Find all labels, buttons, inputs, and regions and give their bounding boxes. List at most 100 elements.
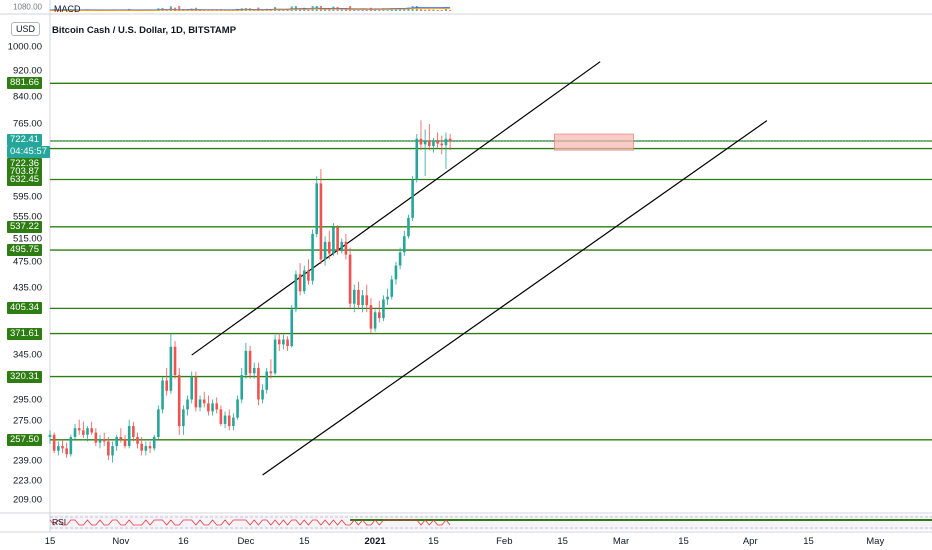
candle-body [240, 375, 244, 400]
candle-body [207, 403, 210, 412]
candle-body [348, 254, 352, 304]
price-tick: 475.00 [12, 256, 42, 268]
time-tick: Dec [237, 536, 255, 547]
resistance-zone-box[interactable] [554, 133, 634, 151]
macd-bar [340, 9, 343, 11]
macd-bar [282, 9, 285, 11]
candle-body [144, 446, 148, 451]
time-tick: 15 [803, 536, 814, 547]
current-price-badge: 04:45:57 [7, 146, 50, 158]
candle-body [323, 241, 327, 260]
macd-bar [307, 9, 310, 11]
candle-body [332, 227, 335, 254]
candle-body [357, 289, 360, 306]
candle-body [382, 299, 385, 319]
resistance-zone [554, 133, 634, 151]
candle-body [77, 428, 81, 431]
macd-bar [428, 9, 431, 11]
candle-body [436, 141, 439, 144]
rsi-band [50, 515, 932, 530]
price-tick: 275.00 [12, 415, 42, 427]
macd-bar [403, 8, 406, 11]
candle-body [215, 403, 219, 410]
candle-body [132, 426, 135, 438]
macd-bar [353, 8, 356, 11]
channel-lower-line[interactable] [262, 120, 768, 476]
macd-bar [432, 9, 435, 11]
price-tick: 765.00 [12, 118, 42, 130]
time-tick: 15 [678, 536, 689, 547]
currency-badge[interactable]: USD [11, 22, 41, 36]
candle-body [365, 295, 369, 306]
candle-body [427, 141, 431, 147]
candle-body [373, 312, 377, 329]
candle-body [315, 183, 319, 235]
candle-body [290, 309, 294, 346]
candle-body [94, 432, 98, 443]
candle-body [123, 439, 127, 447]
macd-bar [253, 9, 256, 11]
candle-body [273, 339, 277, 374]
trend-channel [191, 61, 768, 476]
candle-body [432, 141, 435, 147]
macd-bar [419, 9, 422, 11]
time-tick: 2021 [364, 536, 386, 547]
price-tick: 223.00 [12, 475, 42, 487]
candle-body [336, 227, 339, 252]
candle-body [119, 437, 123, 440]
time-tick: 15 [557, 536, 568, 547]
macd-scale-tick: 1080.00 [13, 2, 42, 12]
time-tick: 15 [428, 536, 439, 547]
macd-bar [444, 9, 447, 11]
candle-body [252, 367, 256, 374]
candle-body [361, 295, 364, 306]
candle-body [69, 437, 73, 455]
candle-body [194, 376, 198, 408]
time-tick: Mar [612, 536, 630, 547]
level-price-badge: 495.75 [7, 244, 43, 257]
channel-upper-line[interactable] [191, 61, 601, 356]
price-axis[interactable]: 1000.00 920.00 840.00 765.00 595.00 555.00 515… [0, 0, 50, 532]
macd-line [49, 7, 451, 11]
candle-body [423, 141, 427, 145]
candle-body [340, 241, 344, 252]
candle-body [286, 339, 289, 346]
candle-body [386, 296, 389, 300]
candle-body [302, 270, 306, 292]
candle-body [277, 339, 281, 345]
price-tick: 209.00 [12, 494, 42, 506]
horizontal-levels [50, 82, 932, 441]
price-tick: 435.00 [12, 282, 42, 294]
candle-body [57, 446, 60, 451]
candle-body [257, 367, 260, 400]
macd-signal-line [49, 7, 451, 11]
price-tick: 595.00 [12, 191, 42, 203]
price-tick: 840.00 [12, 91, 42, 103]
macd-pane [49, 6, 452, 11]
macd-bar [378, 9, 381, 11]
candle-body [73, 428, 77, 438]
candle-body [182, 409, 185, 427]
level-price-badge: 405.34 [7, 302, 43, 315]
time-axis[interactable]: 15 Nov 16 Dec 15 2021 15 Feb 15 Mar 15 Apr 15 May [0, 532, 932, 550]
macd-bar [328, 8, 331, 11]
candlestick-series [48, 120, 452, 463]
price-tick: 920.00 [12, 65, 42, 77]
price-tick: 345.00 [12, 349, 42, 361]
time-tick: 16 [178, 536, 189, 547]
rsi-pane [49, 515, 932, 530]
candle-body [86, 428, 89, 435]
candle-body [90, 428, 93, 433]
price-tick: 295.00 [12, 394, 42, 406]
candle-body [190, 376, 194, 400]
candle-body [261, 389, 264, 400]
candle-body [407, 217, 410, 237]
candle-body [236, 399, 239, 418]
macd-bar [344, 8, 347, 11]
candle-body [111, 446, 114, 456]
macd-bar [386, 10, 389, 11]
candle-body [282, 339, 285, 345]
candle-body [319, 183, 323, 260]
candle-body [161, 380, 164, 410]
